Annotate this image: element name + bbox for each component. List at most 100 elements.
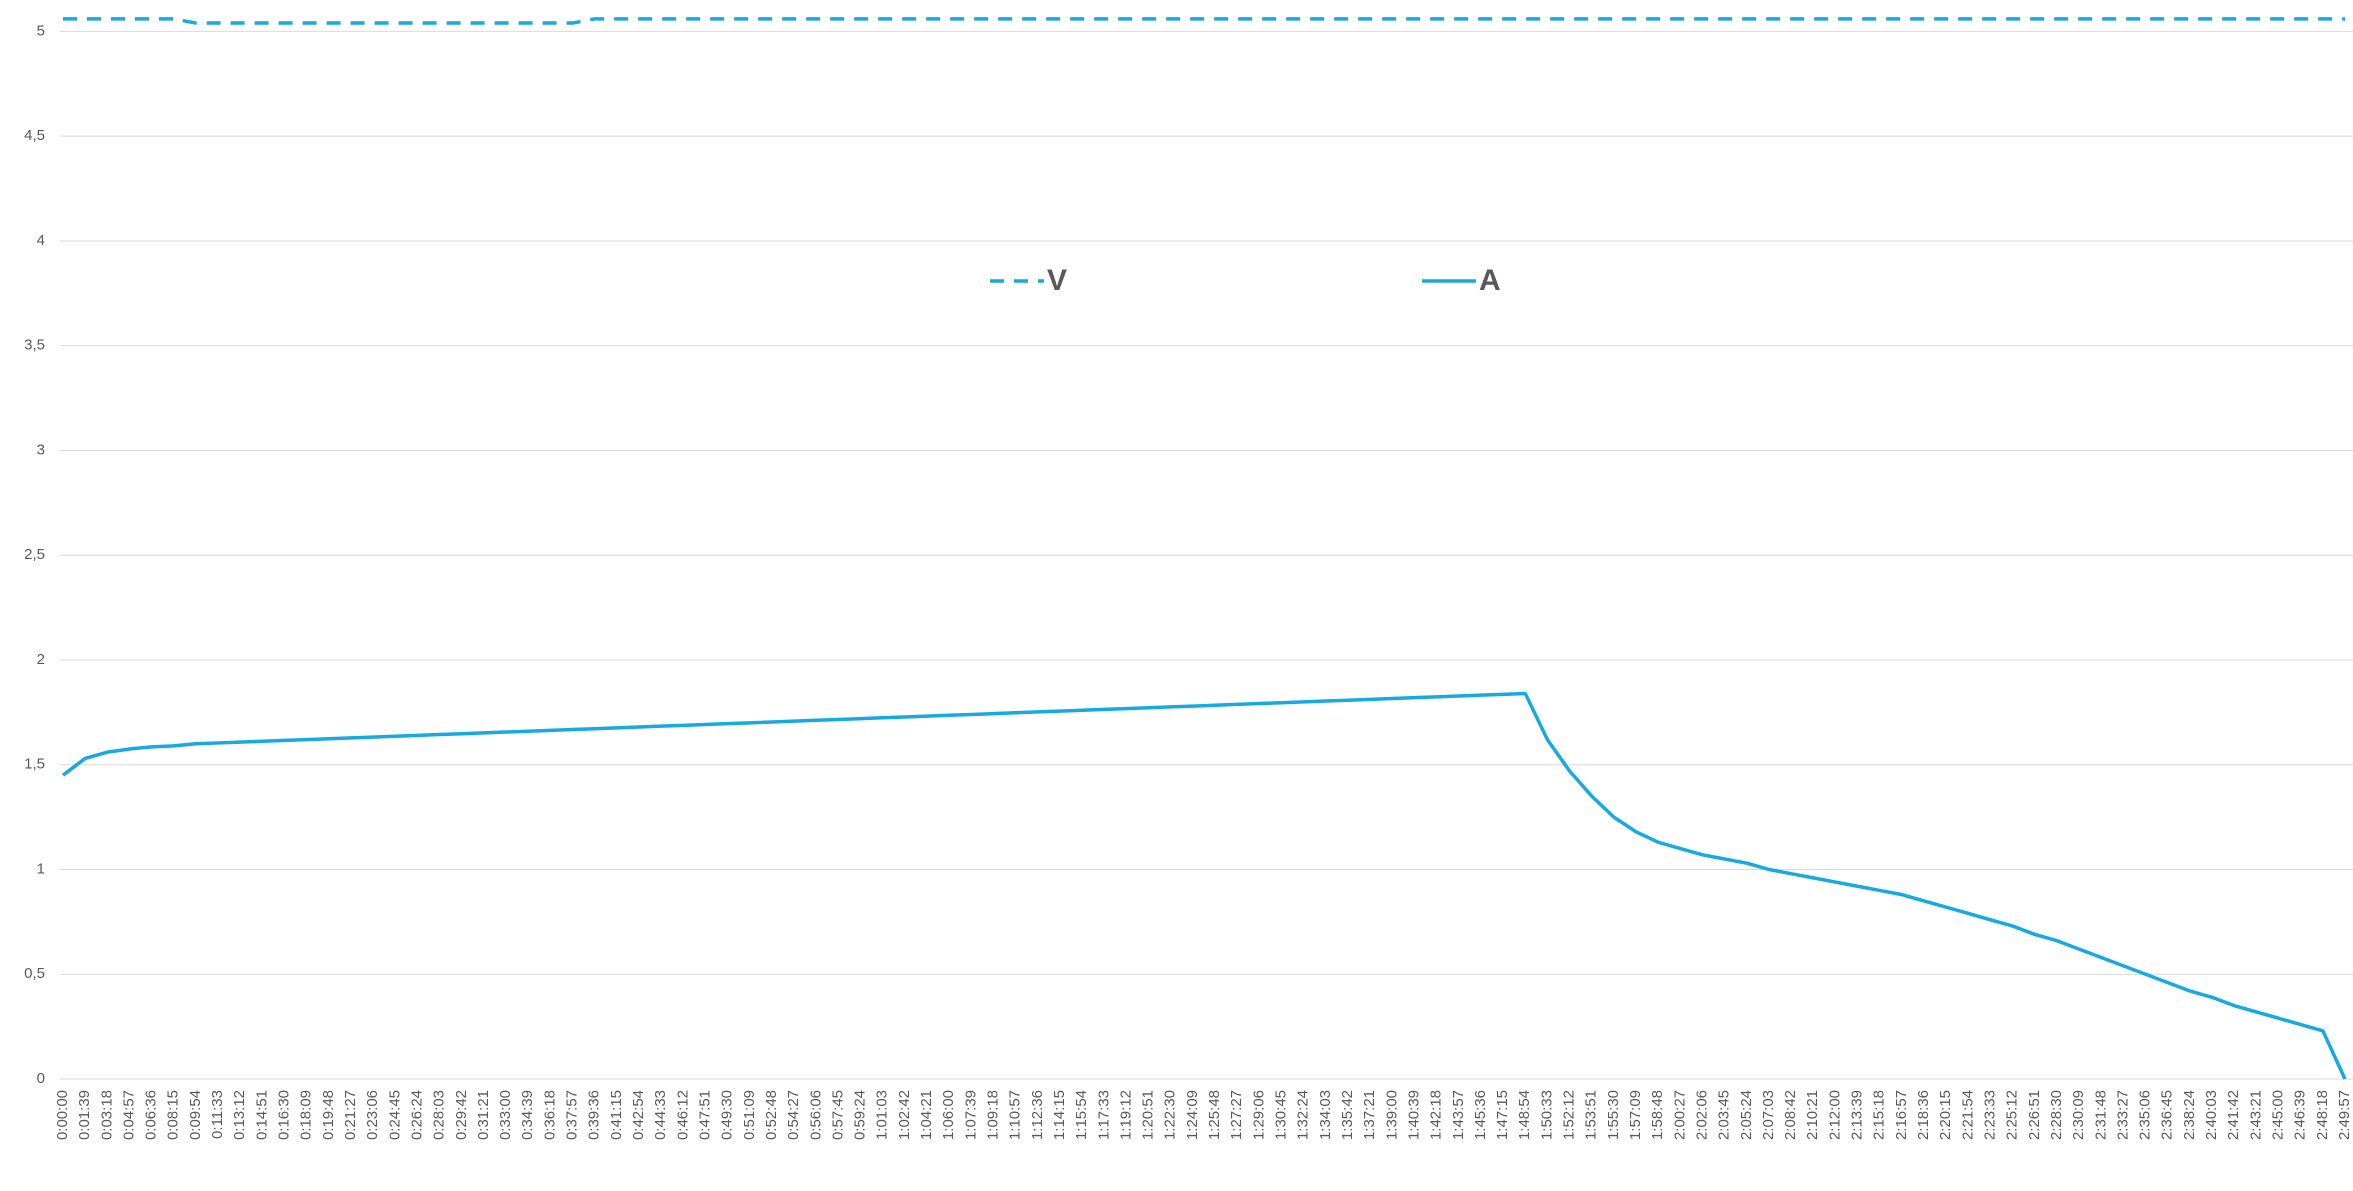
- x-tick-label: 0:08:15: [165, 1090, 182, 1140]
- x-tick-label: 1:48:54: [1516, 1090, 1533, 1140]
- y-tick-label: 1,5: [24, 756, 45, 773]
- x-tick-label: 1:58:48: [1649, 1090, 1666, 1140]
- x-tick-label: 2:33:27: [2114, 1090, 2131, 1140]
- x-tick-label: 0:47:51: [696, 1090, 713, 1140]
- x-tick-label: 1:22:30: [1162, 1090, 1179, 1140]
- x-tick-label: 1:12:36: [1029, 1090, 1046, 1140]
- x-tick-label: 0:57:45: [829, 1090, 846, 1140]
- x-tick-label: 2:16:57: [1893, 1090, 1910, 1140]
- x-tick-label: 2:38:24: [2181, 1090, 2198, 1140]
- x-tick-label: 2:20:15: [1937, 1090, 1954, 1140]
- x-tick-label: 2:05:24: [1738, 1090, 1755, 1140]
- x-tick-label: 0:23:06: [364, 1090, 381, 1140]
- x-tick-label: 0:31:21: [475, 1090, 492, 1140]
- x-tick-label: 0:21:27: [342, 1090, 359, 1140]
- x-tick-label: 1:25:48: [1206, 1090, 1223, 1140]
- x-tick-label: 0:42:54: [630, 1090, 647, 1140]
- x-tick-label: 0:01:39: [76, 1090, 93, 1140]
- x-tick-label: 0:59:24: [852, 1090, 869, 1140]
- x-tick-label: 1:29:06: [1250, 1090, 1267, 1140]
- x-tick-label: 1:50:33: [1538, 1090, 1555, 1140]
- x-tick-label: 0:09:54: [187, 1090, 204, 1140]
- x-tick-label: 2:08:42: [1782, 1090, 1799, 1140]
- series-line: [63, 17, 2345, 25]
- x-tick-label: 1:53:51: [1583, 1090, 1600, 1140]
- x-tick-label: 0:41:15: [608, 1090, 625, 1140]
- x-tick-label: 2:28:30: [2048, 1090, 2065, 1140]
- x-tick-label: 0:14:51: [253, 1090, 270, 1140]
- x-tick-label: 0:33:00: [497, 1090, 514, 1140]
- x-tick-label: 1:32:24: [1295, 1090, 1312, 1140]
- x-tick-label: 1:07:39: [962, 1090, 979, 1140]
- x-tick-label: 1:35:42: [1339, 1090, 1356, 1140]
- x-tick-label: 2:26:51: [2026, 1090, 2043, 1140]
- x-tick-label: 0:39:36: [586, 1090, 603, 1140]
- x-tick-label: 0:16:30: [276, 1090, 293, 1140]
- x-tick-label: 1:45:36: [1472, 1090, 1489, 1140]
- x-tick-label: 1:40:39: [1405, 1090, 1422, 1140]
- x-tick-label: 1:30:45: [1273, 1090, 1290, 1140]
- x-tick-label: 2:07:03: [1760, 1090, 1777, 1140]
- x-tick-label: 2:30:09: [2070, 1090, 2087, 1140]
- x-tick-label: 1:52:12: [1561, 1090, 1578, 1140]
- x-tick-label: 1:57:09: [1627, 1090, 1644, 1140]
- x-tick-label: 0:28:03: [431, 1090, 448, 1140]
- x-tick-label: 2:48:18: [2314, 1090, 2331, 1140]
- y-tick-label: 3,5: [24, 337, 45, 354]
- x-tick-label: 1:47:15: [1494, 1090, 1511, 1140]
- x-tick-label: 0:04:57: [120, 1090, 137, 1140]
- x-tick-label: 2:18:36: [1915, 1090, 1932, 1140]
- x-tick-label: 1:55:30: [1605, 1090, 1622, 1140]
- series-line: [61, 691, 2347, 1080]
- x-tick-label: 2:49:57: [2336, 1090, 2353, 1140]
- x-tick-label: 2:13:39: [1849, 1090, 1866, 1140]
- x-tick-label: 0:49:30: [719, 1090, 736, 1140]
- x-tick-label: 2:43:21: [2247, 1090, 2264, 1140]
- x-tick-label: 1:15:54: [1073, 1090, 1090, 1140]
- x-tick-label: 2:00:27: [1671, 1090, 1688, 1140]
- x-tick-label: 2:45:00: [2270, 1090, 2287, 1140]
- x-tick-label: 0:29:42: [453, 1090, 470, 1140]
- x-tick-label: 2:12:00: [1826, 1090, 1843, 1140]
- x-tick-label: 0:06:36: [143, 1090, 160, 1140]
- y-tick-label: 1: [37, 860, 45, 877]
- y-tick-label: 0: [37, 1070, 45, 1087]
- x-tick-label: 0:46:12: [674, 1090, 691, 1140]
- x-tick-label: 1:39:00: [1383, 1090, 1400, 1140]
- x-tick-label: 0:13:12: [231, 1090, 248, 1140]
- x-tick-label: 2:36:45: [2159, 1090, 2176, 1140]
- x-tick-label: 1:06:00: [940, 1090, 957, 1140]
- x-tick-label: 1:43:57: [1450, 1090, 1467, 1140]
- x-tick-label: 1:24:09: [1184, 1090, 1201, 1140]
- x-tick-label: 0:18:09: [298, 1090, 315, 1140]
- x-tick-label: 2:35:06: [2137, 1090, 2154, 1140]
- x-tick-label: 2:25:12: [2004, 1090, 2021, 1140]
- legend-label: A: [1479, 264, 1501, 297]
- x-tick-label: 2:02:06: [1693, 1090, 1710, 1140]
- x-tick-label: 1:17:33: [1095, 1090, 1112, 1140]
- x-tick-label: 0:19:48: [320, 1090, 337, 1140]
- x-tick-label: 1:34:03: [1317, 1090, 1334, 1140]
- x-tick-label: 0:00:00: [54, 1090, 71, 1140]
- y-tick-label: 0,5: [24, 965, 45, 982]
- y-tick-label: 3: [37, 441, 45, 458]
- x-tick-label: 1:27:27: [1228, 1090, 1245, 1140]
- x-tick-label: 1:42:18: [1428, 1090, 1445, 1140]
- x-tick-label: 1:02:42: [896, 1090, 913, 1140]
- x-tick-label: 2:10:21: [1804, 1090, 1821, 1140]
- x-tick-label: 0:26:24: [408, 1090, 425, 1140]
- y-tick-label: 4: [37, 232, 45, 249]
- x-tick-label: 1:09:18: [984, 1090, 1001, 1140]
- x-tick-label: 2:21:54: [1959, 1090, 1976, 1140]
- x-tick-label: 0:24:45: [386, 1090, 403, 1140]
- x-tick-label: 0:37:57: [564, 1090, 581, 1140]
- x-tick-label: 1:37:21: [1361, 1090, 1378, 1140]
- x-tick-label: 0:52:48: [763, 1090, 780, 1140]
- x-tick-label: 1:10:57: [1007, 1090, 1024, 1140]
- x-tick-label: 2:03:45: [1716, 1090, 1733, 1140]
- y-tick-label: 5: [37, 22, 45, 39]
- x-tick-label: 0:34:39: [519, 1090, 536, 1140]
- y-tick-label: 2,5: [24, 546, 45, 563]
